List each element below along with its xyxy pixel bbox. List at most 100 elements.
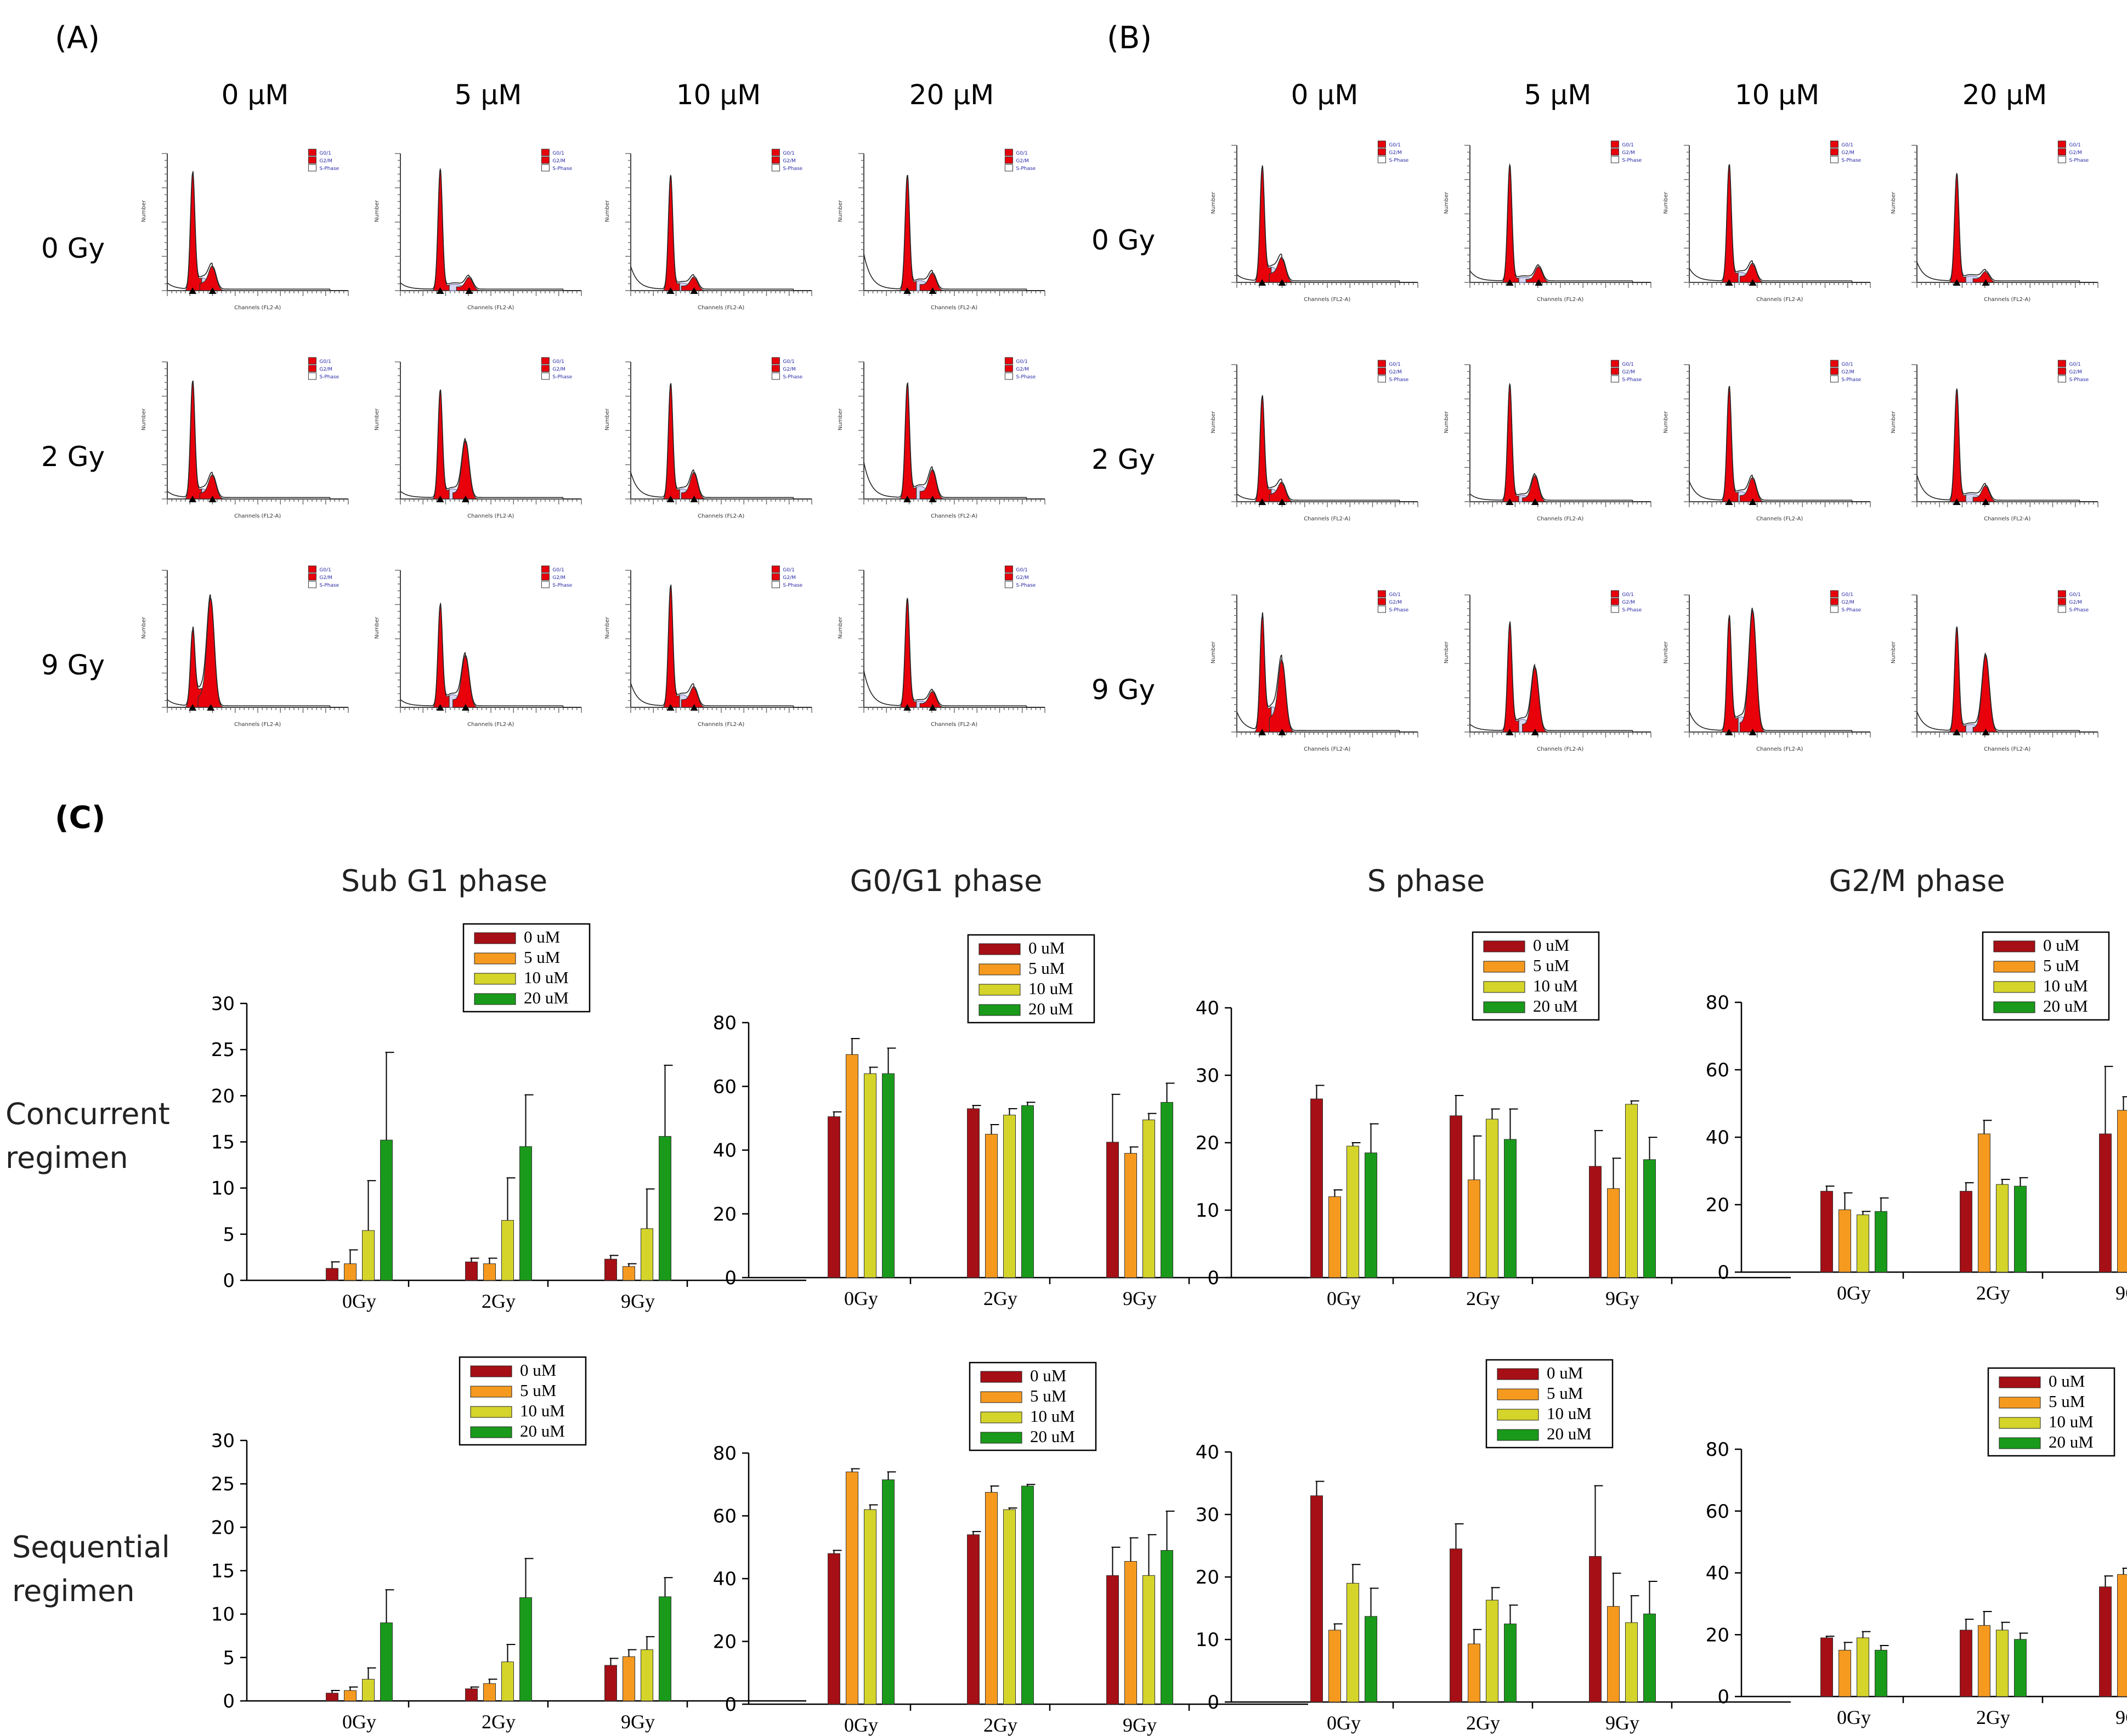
hist-g1-peak	[1253, 612, 1272, 733]
hist-peak-marker	[436, 496, 444, 502]
y-tick-label: 80	[1706, 1439, 1729, 1461]
hist-legend-swatch	[541, 372, 550, 380]
panel-a-col-label: 10 μM	[676, 79, 761, 111]
bar	[501, 1661, 514, 1701]
hist-legend-swatch	[2057, 140, 2066, 148]
y-tick-label: 60	[1706, 1059, 1729, 1081]
hist-g2m-peak	[1739, 263, 1766, 283]
legend-label: 20 uM	[1533, 996, 1578, 1015]
hist-g1-peak	[661, 585, 680, 708]
legend-swatch	[474, 993, 516, 1005]
hist-legend-swatch	[1004, 581, 1013, 588]
hist-legend-swatch	[2057, 360, 2066, 367]
hist-ylabel: Number	[374, 616, 380, 639]
hist-g1-peak	[1253, 164, 1272, 283]
hist-envelope	[1916, 626, 2098, 733]
legend-swatch	[1999, 1417, 2041, 1429]
panel-b-histogram: Number Channels (FL2-A) G0/1 G2/M S-Phase	[1444, 590, 1651, 752]
x-tick-label: 2Gy	[482, 1711, 516, 1733]
hist-legend-swatch	[1830, 140, 1839, 148]
hist-xlabel: Channels (FL2-A)	[234, 513, 281, 519]
hist-legend-label: G2/M	[1622, 600, 1635, 605]
hist-legend-swatch	[541, 581, 550, 588]
hist-peak-marker	[1258, 498, 1266, 505]
phase-title: S phase	[1367, 864, 1485, 898]
bar	[1857, 1214, 1869, 1273]
hist-legend-swatch	[1377, 605, 1386, 613]
hist-legend-swatch	[1610, 605, 1619, 613]
hist-legend-label: G0/1	[2069, 143, 2080, 148]
hist-g2m-peak	[919, 691, 946, 708]
bar	[1021, 1105, 1034, 1278]
hist-legend-swatch	[2057, 156, 2066, 163]
hist-g1-peak	[1719, 614, 1739, 733]
bar	[1589, 1166, 1602, 1278]
y-tick-label: 40	[713, 1140, 737, 1162]
hist-g1-peak	[1947, 627, 1966, 733]
hist-legend-label: G2/M	[2069, 370, 2082, 375]
hist-legend-swatch	[1610, 360, 1619, 367]
hist-peak-marker	[189, 287, 197, 294]
hist-legend-swatch	[1377, 590, 1386, 598]
hist-legend-swatch	[771, 565, 780, 573]
bar	[380, 1622, 393, 1701]
hist-xlabel: Channels (FL2-A)	[234, 305, 281, 311]
phase-title: G2/M phase	[1829, 864, 2005, 898]
phase-title: G0/G1 phase	[850, 864, 1043, 898]
panel-c-label: (C)	[55, 800, 105, 836]
bar	[1124, 1561, 1137, 1705]
hist-legend-swatch	[308, 149, 316, 156]
y-tick-label: 20	[713, 1631, 737, 1653]
y-tick-label: 40	[1196, 1442, 1219, 1463]
hist-envelope	[863, 382, 1045, 500]
legend-label: 20 uM	[2049, 1432, 2094, 1451]
bar	[1607, 1606, 1620, 1703]
hist-peak-marker	[189, 704, 197, 711]
y-tick-label: 60	[1706, 1501, 1729, 1523]
panel-b-row-label: 9 Gy	[1091, 674, 1155, 706]
hist-peak-marker	[461, 704, 469, 711]
bar	[828, 1553, 840, 1705]
legend-label: 0 uM	[1547, 1363, 1583, 1382]
panel-a-col-label: 20 μM	[909, 79, 994, 111]
hist-g1-peak	[183, 171, 202, 291]
bar	[1310, 1098, 1323, 1278]
hist-legend-label: S-Phase	[2069, 158, 2089, 163]
y-tick-label: 0	[725, 1267, 737, 1289]
hist-legend-label: S-Phase	[2069, 377, 2089, 383]
y-tick-label: 80	[713, 1012, 737, 1034]
panel-b-histogram: Number Channels (FL2-A) G0/1 G2/M S-Phase	[1210, 590, 1418, 752]
hist-g1-peak	[898, 175, 917, 291]
hist-legend-label: S-Phase	[552, 166, 572, 172]
hist-peak-marker	[903, 704, 912, 711]
y-tick-label: 0	[223, 1690, 235, 1712]
hist-legend-swatch	[1377, 598, 1386, 605]
hist-ylabel: Number	[838, 616, 844, 639]
bar	[326, 1693, 338, 1701]
hist-ylabel: Number	[1663, 641, 1669, 663]
legend-swatch	[1497, 1388, 1539, 1400]
legend-swatch	[980, 1391, 1022, 1403]
legend-swatch	[1483, 1001, 1525, 1013]
hist-peak-marker	[666, 704, 675, 711]
panel-a-row-label: 2 Gy	[41, 441, 105, 473]
regimen-label: regimen	[12, 1574, 135, 1608]
hist-g2m-peak	[919, 469, 946, 500]
hist-legend-label: G0/1	[783, 359, 794, 365]
bar	[1328, 1630, 1341, 1703]
hist-peak-marker	[690, 287, 698, 294]
y-tick-label: 5	[223, 1647, 235, 1669]
hist-legend-label: G0/1	[1389, 592, 1400, 598]
bar	[1504, 1624, 1517, 1703]
hist-xlabel: Channels (FL2-A)	[1984, 746, 2030, 752]
y-tick-label: 5	[223, 1224, 235, 1246]
hist-legend-label: G2/M	[1389, 600, 1402, 605]
panel-b-histogram: Number Channels (FL2-A) G0/1 G2/M S-Phase	[1444, 140, 1651, 303]
legend-label: 20 uM	[1547, 1424, 1592, 1443]
hist-g2m-peak	[452, 440, 479, 500]
hist-legend-label: G0/1	[1622, 592, 1633, 598]
hist-g2m-peak	[199, 265, 226, 291]
